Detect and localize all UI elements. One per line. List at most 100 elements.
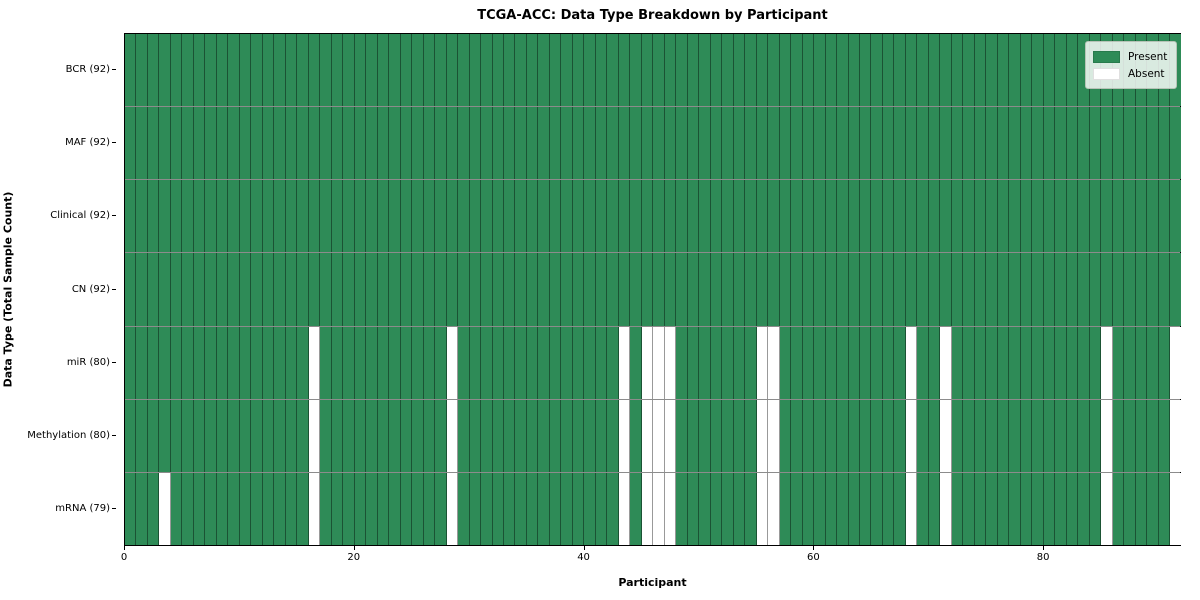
heatmap-row-miR bbox=[125, 326, 1181, 400]
heatmap-cell bbox=[492, 107, 504, 180]
heatmap-cell bbox=[561, 326, 573, 399]
heatmap-cell bbox=[802, 253, 815, 326]
heatmap-cell bbox=[860, 253, 872, 326]
heatmap-cell bbox=[228, 253, 240, 326]
heatmap-cell bbox=[1147, 326, 1159, 399]
heatmap-cell bbox=[561, 399, 573, 472]
heatmap-cell bbox=[745, 472, 757, 545]
heatmap-cell bbox=[940, 180, 952, 253]
heatmap-cell bbox=[331, 34, 344, 107]
heatmap-cell bbox=[481, 326, 493, 399]
heatmap-cell bbox=[1009, 107, 1021, 180]
heatmap-cell bbox=[1089, 326, 1102, 399]
y-axis: BCR (92) MAF (92) Clinical (92) CN (92) miR … bbox=[0, 33, 118, 546]
heatmap-cell bbox=[331, 253, 344, 326]
absent-swatch bbox=[1093, 67, 1120, 80]
heatmap-cell bbox=[1147, 399, 1159, 472]
heatmap-cell bbox=[572, 326, 585, 399]
heatmap-cell bbox=[1043, 180, 1056, 253]
heatmap-cell bbox=[458, 34, 470, 107]
heatmap-cell bbox=[423, 180, 436, 253]
heatmap-cell bbox=[618, 180, 631, 253]
heatmap-cell bbox=[618, 326, 631, 399]
heatmap-cell bbox=[653, 107, 665, 180]
heatmap-cell bbox=[882, 472, 895, 545]
heatmap-cell bbox=[572, 399, 585, 472]
heatmap-cell bbox=[733, 253, 746, 326]
heatmap-cell bbox=[607, 107, 619, 180]
heatmap-cell bbox=[503, 107, 516, 180]
heatmap-cell bbox=[1055, 180, 1067, 253]
heatmap-cell bbox=[699, 107, 711, 180]
heatmap-cell bbox=[733, 326, 746, 399]
heatmap-cell bbox=[584, 399, 596, 472]
heatmap-cell bbox=[871, 180, 883, 253]
heatmap-cell bbox=[549, 107, 562, 180]
heatmap-cell bbox=[860, 326, 872, 399]
heatmap-cell bbox=[710, 253, 723, 326]
heatmap-cell bbox=[469, 399, 482, 472]
heatmap-cell bbox=[320, 107, 332, 180]
heatmap-cell bbox=[951, 107, 964, 180]
heatmap-cell bbox=[595, 399, 608, 472]
heatmap-cell bbox=[1066, 399, 1079, 472]
heatmap-cell bbox=[492, 326, 504, 399]
heatmap-cell bbox=[1147, 253, 1159, 326]
x-tick-mark bbox=[124, 546, 125, 550]
heatmap-cell bbox=[1020, 107, 1033, 180]
heatmap-cell bbox=[515, 472, 527, 545]
heatmap-cell bbox=[515, 180, 527, 253]
heatmap-cell bbox=[170, 326, 183, 399]
heatmap-cell bbox=[526, 107, 539, 180]
heatmap-cell bbox=[951, 326, 964, 399]
heatmap-cell bbox=[159, 253, 171, 326]
heatmap-cell bbox=[882, 34, 895, 107]
heatmap-cell bbox=[308, 326, 321, 399]
heatmap-cell bbox=[147, 34, 160, 107]
heatmap-cell bbox=[125, 326, 137, 399]
heatmap-cell bbox=[400, 326, 413, 399]
heatmap-cell bbox=[1170, 399, 1181, 472]
heatmap-cell bbox=[607, 253, 619, 326]
heatmap-cell bbox=[607, 180, 619, 253]
heatmap-cell bbox=[676, 180, 688, 253]
heatmap-cell bbox=[228, 180, 240, 253]
heatmap-cell bbox=[216, 399, 229, 472]
heatmap-cell bbox=[297, 34, 309, 107]
heatmap-cell bbox=[1158, 399, 1171, 472]
heatmap-cell bbox=[1032, 399, 1044, 472]
heatmap-cell bbox=[297, 107, 309, 180]
heatmap-cell bbox=[435, 326, 447, 399]
heatmap-cell bbox=[193, 399, 206, 472]
heatmap-cell bbox=[526, 472, 539, 545]
heatmap-cell bbox=[1147, 180, 1159, 253]
heatmap-cell bbox=[882, 253, 895, 326]
heatmap-cell bbox=[1066, 472, 1079, 545]
heatmap-cell bbox=[1020, 180, 1033, 253]
heatmap-cell bbox=[251, 326, 263, 399]
heatmap-cell bbox=[1124, 180, 1136, 253]
heatmap-cell bbox=[779, 34, 792, 107]
heatmap-cell bbox=[1055, 399, 1067, 472]
heatmap-cell bbox=[216, 472, 229, 545]
heatmap-cell bbox=[251, 399, 263, 472]
heatmap-cell bbox=[170, 399, 183, 472]
y-tick-mark bbox=[112, 288, 116, 290]
heatmap-cell bbox=[526, 180, 539, 253]
heatmap-cell bbox=[676, 34, 688, 107]
heatmap-cell bbox=[193, 326, 206, 399]
heatmap-cell bbox=[1089, 107, 1102, 180]
legend: Present Absent bbox=[1085, 41, 1177, 89]
heatmap-cell bbox=[814, 253, 826, 326]
heatmap-cell bbox=[147, 253, 160, 326]
heatmap-cell bbox=[400, 107, 413, 180]
heatmap-cell bbox=[699, 34, 711, 107]
heatmap-cell bbox=[940, 107, 952, 180]
heatmap-cell bbox=[561, 180, 573, 253]
heatmap-cell bbox=[653, 399, 665, 472]
heatmap-cell bbox=[791, 253, 803, 326]
heatmap-cell bbox=[366, 399, 378, 472]
heatmap-cell bbox=[1066, 107, 1079, 180]
heatmap-cell bbox=[469, 326, 482, 399]
heatmap-cell bbox=[320, 399, 332, 472]
